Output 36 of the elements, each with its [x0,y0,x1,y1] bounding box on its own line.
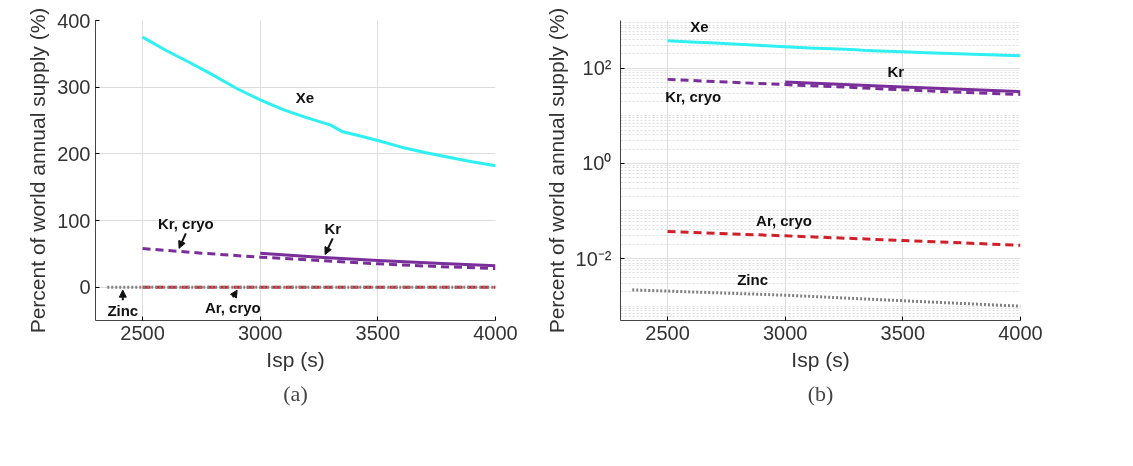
series-label: Kr, cryo [665,87,722,105]
y-axis-title: Percent of world annual supply (%) [544,7,568,334]
x-tick-label: 4000 [473,321,518,344]
series-label: Zinc [107,301,139,319]
y-tick-label: 200 [57,142,91,165]
series-label: Kr [887,63,905,81]
x-tick-label: 4000 [998,321,1043,344]
y-tick-label: 100 [57,209,91,232]
series-label: Kr, cryo [157,214,214,232]
y-tick-label: 10² [582,57,612,80]
series-label: Kr [324,219,342,237]
x-tick-label: 3500 [355,321,401,344]
text: (b) [807,380,834,406]
line-series [666,230,1021,247]
series-label: Xe [690,17,709,35]
series-label: Ar, cryo [204,298,261,316]
line-series [666,39,1021,58]
series-label: Xe [295,88,315,106]
y-axis-title: Percent of world annual supply (%) [26,7,50,334]
y-tick-label: 10⁻² [575,247,612,270]
y-tick-label: 10⁰ [582,152,612,175]
x-tick-label: 2500 [645,321,690,344]
y-tick-label: 300 [57,76,91,99]
x-tick-label: 3000 [237,321,283,344]
x-tick-label: 2500 [120,321,165,344]
x-axis-title: Isp (s) [791,347,850,371]
series-label: Ar, cryo [756,212,812,230]
text: (a) [283,380,308,406]
x-tick-label: 3500 [880,321,926,344]
series-label: Zinc [737,270,769,288]
y-tick-label: 400 [57,9,91,32]
x-axis-title: Isp (s) [266,347,325,371]
x-tick-label: 3000 [762,321,808,344]
y-tick-label: 0 [79,276,91,299]
line-series [141,35,496,168]
line-series [630,288,1021,308]
